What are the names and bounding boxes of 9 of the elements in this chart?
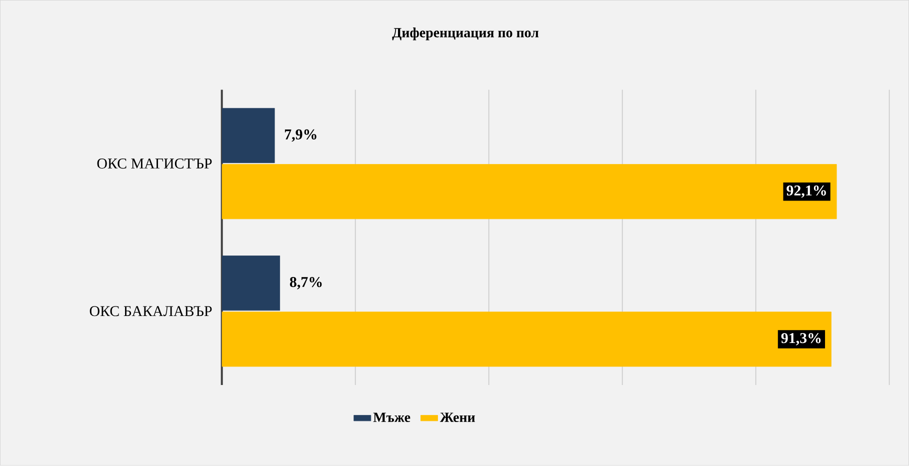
y-tick-label: ОКС БАКАЛАВЪР <box>90 306 212 316</box>
chart-title: Диференциация по пол <box>392 28 539 40</box>
data-label: 91,3% <box>781 333 821 346</box>
data-label: 7,9% <box>284 130 316 142</box>
y-tick-label: ОКС МАГИСТЪР <box>97 158 212 169</box>
legend-label: Жени <box>440 412 475 422</box>
legend-label: Мъже <box>373 412 410 422</box>
data-label: 8,7% <box>290 277 322 290</box>
data-label: 92,1% <box>786 186 826 198</box>
